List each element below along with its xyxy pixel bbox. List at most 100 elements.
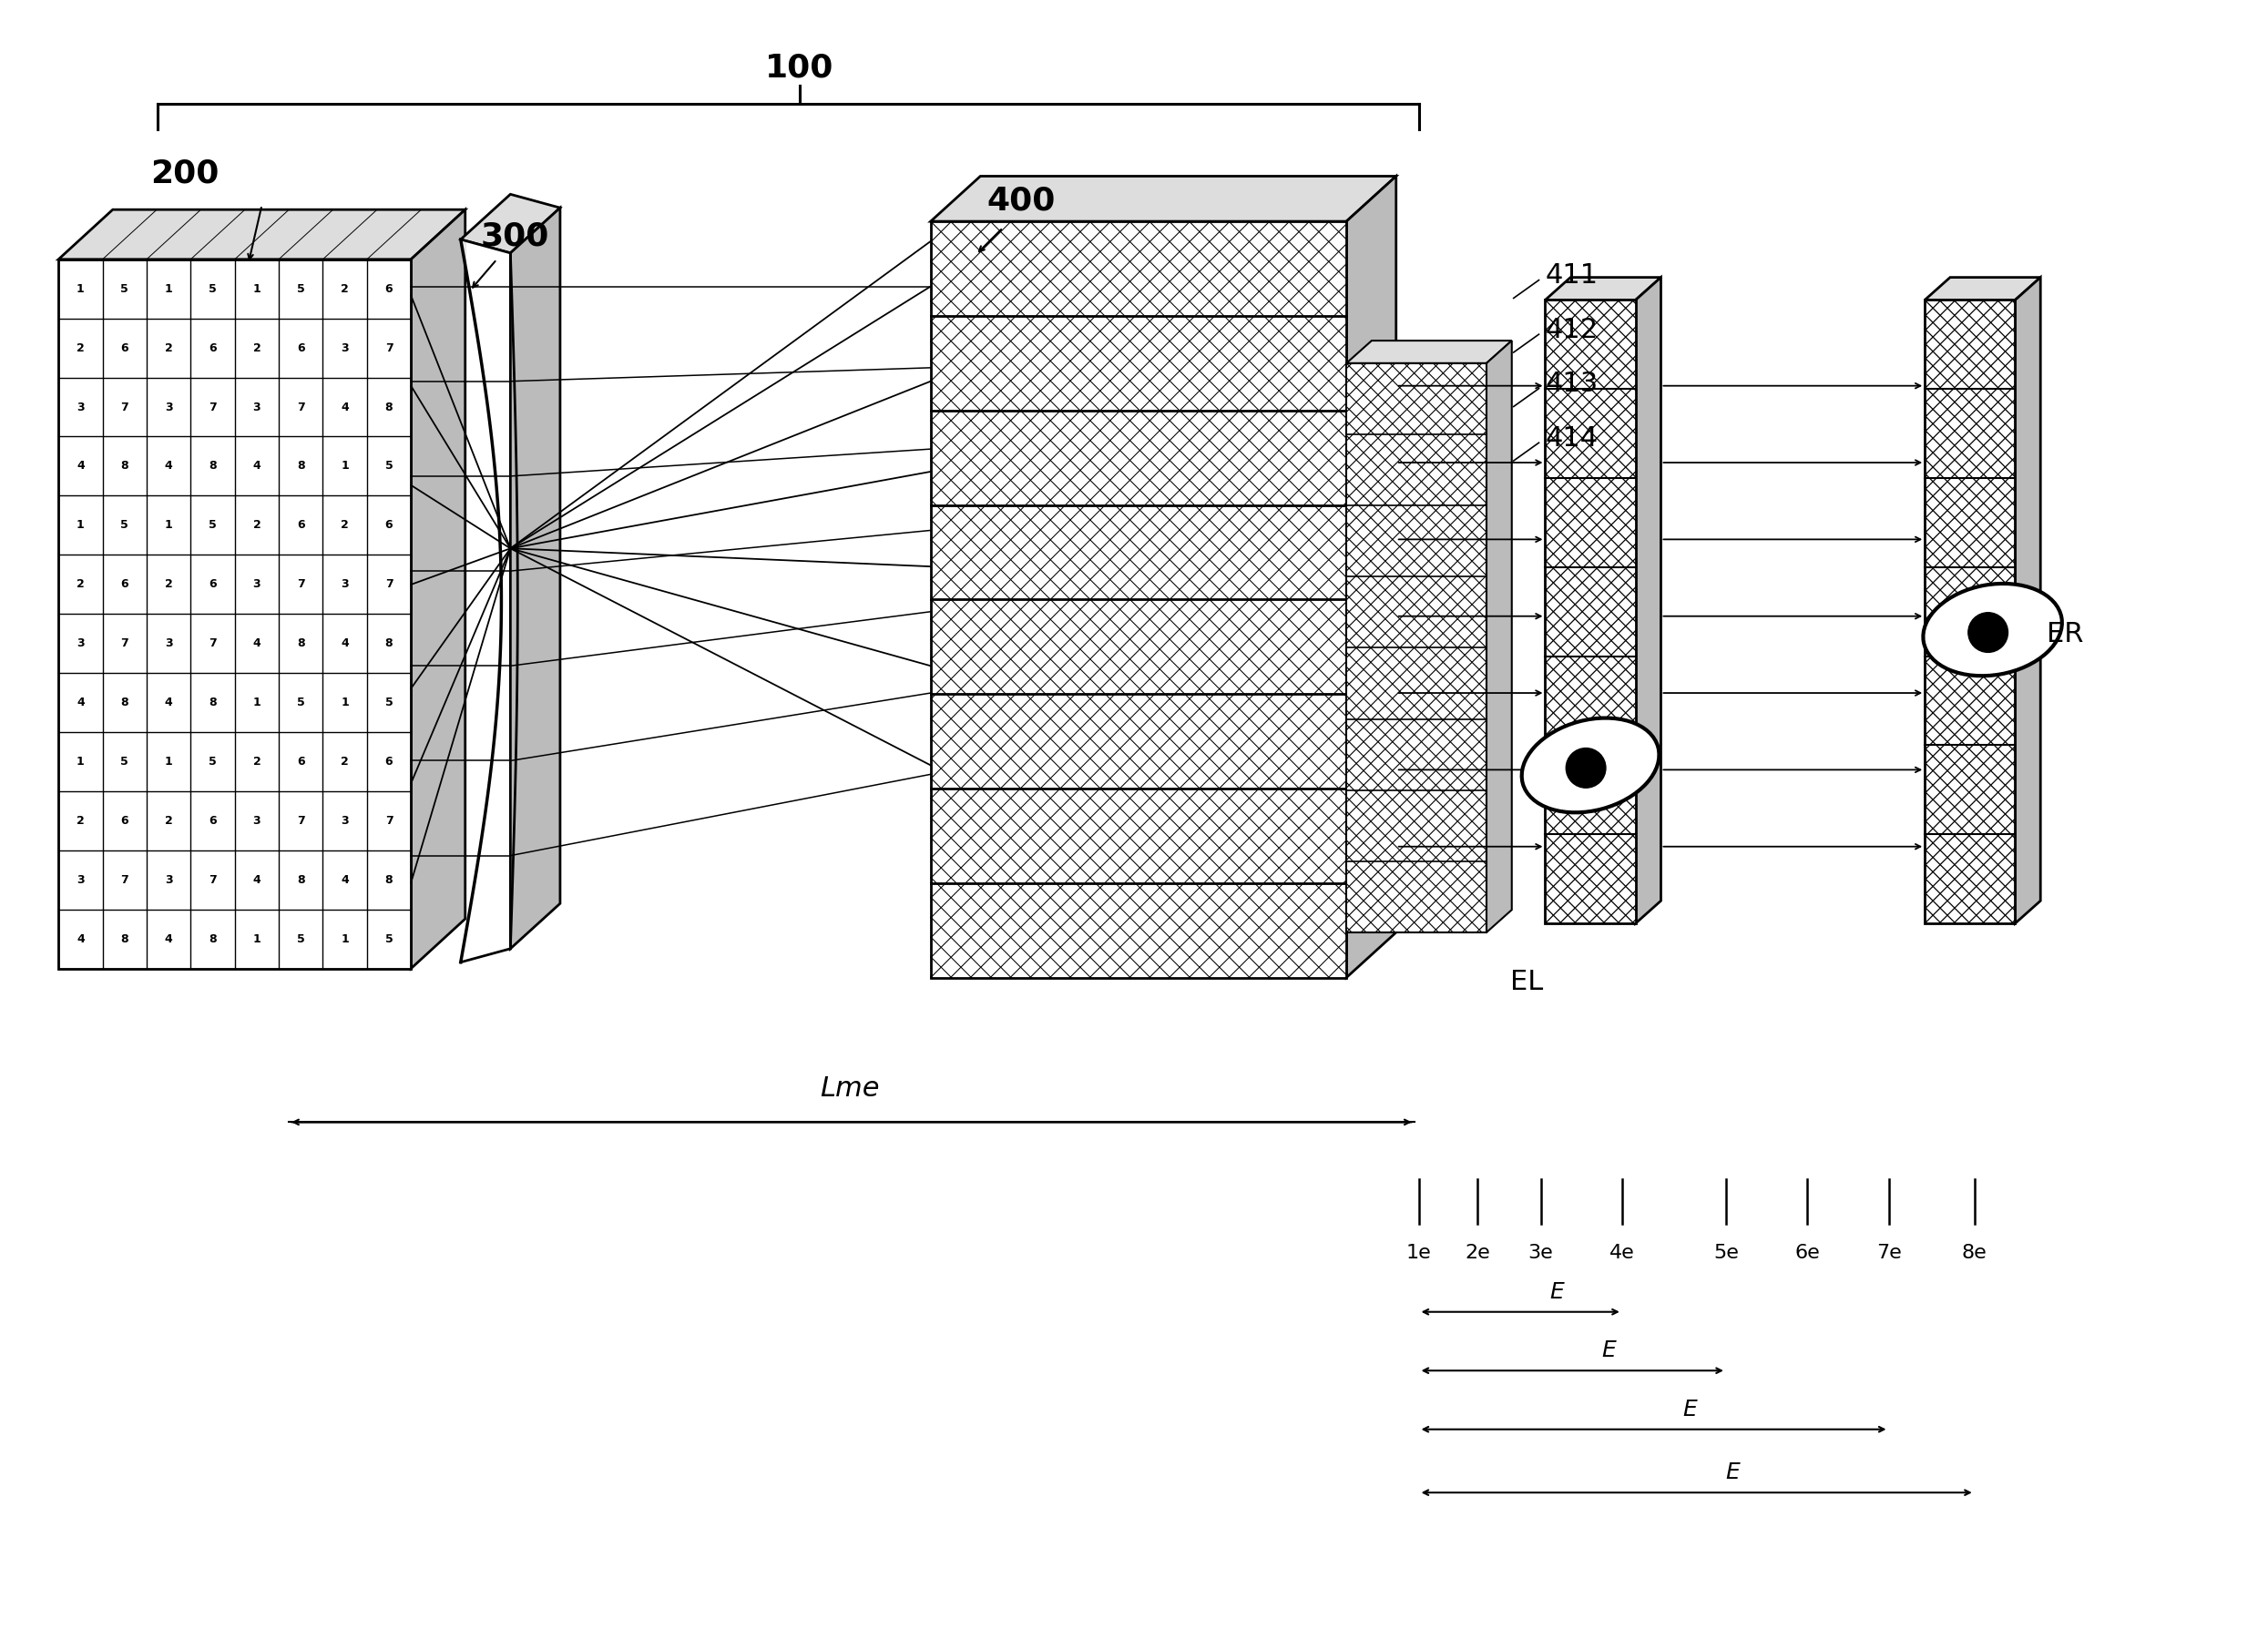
Text: E: E [1726, 1461, 1740, 1484]
Text: 8: 8 [297, 637, 304, 650]
Text: 1: 1 [252, 697, 261, 709]
Text: 3: 3 [77, 875, 84, 886]
Text: 3e: 3e [1529, 1245, 1554, 1262]
Text: 7: 7 [297, 401, 304, 414]
Text: 2: 2 [166, 578, 172, 590]
Text: 3: 3 [166, 637, 172, 650]
Text: 8e: 8e [1962, 1245, 1987, 1262]
Text: 8: 8 [386, 637, 392, 650]
Text: 8: 8 [297, 461, 304, 472]
Polygon shape [510, 209, 560, 948]
Text: 1: 1 [166, 283, 172, 295]
Ellipse shape [1522, 718, 1660, 813]
Text: 5: 5 [386, 461, 392, 472]
Text: 1: 1 [340, 461, 349, 472]
Polygon shape [1926, 300, 2016, 924]
Text: 6e: 6e [1794, 1245, 1819, 1262]
Text: 7: 7 [120, 875, 129, 886]
Text: 1: 1 [252, 933, 261, 945]
Text: 7: 7 [386, 814, 392, 826]
Text: 400: 400 [987, 186, 1055, 217]
Text: 2e: 2e [1465, 1245, 1490, 1262]
Text: 4: 4 [166, 933, 172, 945]
Polygon shape [411, 210, 465, 969]
Text: 8: 8 [209, 697, 218, 709]
Text: 8: 8 [209, 933, 218, 945]
Text: 5: 5 [297, 283, 304, 295]
Text: 4: 4 [77, 933, 84, 945]
Text: 8: 8 [297, 875, 304, 886]
Text: 4: 4 [77, 461, 84, 472]
Text: 6: 6 [386, 283, 392, 295]
Text: 7: 7 [209, 637, 218, 650]
Text: 7: 7 [386, 342, 392, 353]
Text: 3: 3 [77, 401, 84, 414]
Text: 1e: 1e [1406, 1245, 1431, 1262]
Text: 1: 1 [77, 283, 84, 295]
Text: 2: 2 [340, 756, 349, 767]
Text: 6: 6 [120, 814, 129, 826]
Text: 1: 1 [340, 933, 349, 945]
Text: 5: 5 [120, 756, 129, 767]
Polygon shape [1545, 277, 1660, 300]
Text: 3: 3 [77, 637, 84, 650]
Text: E: E [1601, 1339, 1615, 1362]
Text: ER: ER [2046, 621, 2084, 647]
Text: 5: 5 [120, 283, 129, 295]
Text: 100: 100 [764, 52, 835, 83]
Text: 6: 6 [386, 520, 392, 531]
Text: 3: 3 [252, 401, 261, 414]
Text: 3: 3 [340, 814, 349, 826]
Polygon shape [1635, 277, 1660, 924]
Text: 2: 2 [252, 520, 261, 531]
Text: 4: 4 [340, 637, 349, 650]
Text: 7e: 7e [1876, 1245, 1901, 1262]
Text: 413: 413 [1545, 371, 1599, 397]
Text: 411: 411 [1545, 262, 1599, 288]
Polygon shape [1347, 176, 1397, 977]
Text: 5: 5 [209, 283, 218, 295]
Text: 1: 1 [77, 756, 84, 767]
Text: 3: 3 [166, 401, 172, 414]
Polygon shape [1486, 340, 1513, 932]
Text: 6: 6 [386, 756, 392, 767]
Text: 2: 2 [77, 814, 84, 826]
Polygon shape [460, 239, 517, 963]
Text: 6: 6 [209, 578, 218, 590]
Text: 5: 5 [120, 520, 129, 531]
Text: 4: 4 [252, 875, 261, 886]
Text: 4: 4 [166, 461, 172, 472]
Text: 4: 4 [340, 401, 349, 414]
Text: 4: 4 [252, 637, 261, 650]
Text: 2: 2 [77, 342, 84, 353]
Text: 6: 6 [297, 342, 304, 353]
Ellipse shape [1969, 613, 2007, 652]
Text: 5: 5 [297, 933, 304, 945]
Text: E: E [1683, 1399, 1696, 1420]
Ellipse shape [1923, 583, 2062, 676]
Polygon shape [59, 259, 411, 969]
Text: 5: 5 [209, 520, 218, 531]
Text: 8: 8 [120, 933, 129, 945]
Text: 2: 2 [340, 283, 349, 295]
Text: 4e: 4e [1610, 1245, 1635, 1262]
Text: 1: 1 [77, 520, 84, 531]
Text: 7: 7 [120, 401, 129, 414]
Text: Lme: Lme [819, 1075, 880, 1101]
Text: 6: 6 [120, 342, 129, 353]
Text: 8: 8 [209, 461, 218, 472]
Text: 6: 6 [297, 756, 304, 767]
Text: 6: 6 [209, 814, 218, 826]
Polygon shape [1347, 340, 1513, 363]
Polygon shape [460, 194, 560, 252]
Text: 7: 7 [209, 875, 218, 886]
Text: 8: 8 [386, 401, 392, 414]
Text: 1: 1 [340, 697, 349, 709]
Text: 6: 6 [120, 578, 129, 590]
Text: 7: 7 [209, 401, 218, 414]
Text: 7: 7 [120, 637, 129, 650]
Polygon shape [930, 176, 1397, 222]
Text: 2: 2 [252, 342, 261, 353]
Text: 3: 3 [166, 875, 172, 886]
Text: 2: 2 [77, 578, 84, 590]
